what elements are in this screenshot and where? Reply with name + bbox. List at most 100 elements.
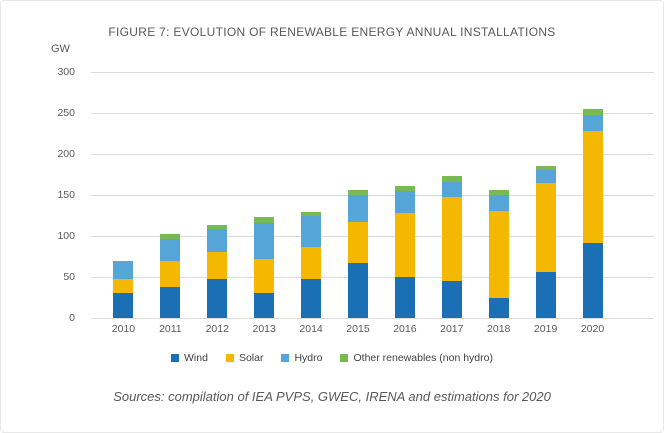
bar-2011[interactable]: [160, 234, 181, 318]
bar-segment-2015-other[interactable]: [347, 190, 368, 196]
legend-swatch-icon: [281, 354, 290, 362]
bar-2015[interactable]: [347, 190, 368, 318]
legend-label: Wind: [184, 352, 208, 364]
bar-segment-2020-hydro[interactable]: [582, 114, 603, 132]
x-tick-label-2013: 2013: [252, 323, 276, 335]
bar-segment-2019-hydro[interactable]: [535, 170, 556, 183]
bar-segment-2012-other[interactable]: [207, 224, 228, 229]
bar-segment-2017-solar[interactable]: [441, 196, 462, 282]
gridline-0: [91, 318, 654, 319]
x-axis: 2010 2011 2012 2013 2014 2015 2016 2017 2018 2019…: [100, 323, 616, 335]
y-tick-label: 200: [57, 148, 75, 160]
bar-segment-2015-hydro[interactable]: [347, 195, 368, 223]
gridline-200: [91, 154, 654, 155]
legend-label: Hydro: [294, 352, 323, 364]
bar-segment-2014-other[interactable]: [301, 212, 322, 217]
bar-segment-2011-wind[interactable]: [160, 286, 181, 318]
bar-segment-2018-solar[interactable]: [488, 211, 509, 298]
bar-segment-2017-wind[interactable]: [441, 281, 462, 318]
bar-segment-2018-hydro[interactable]: [488, 195, 509, 212]
bar-segment-2019-solar[interactable]: [535, 182, 556, 273]
x-tick-label-2020: 2020: [580, 323, 605, 335]
bar-segment-2014-hydro[interactable]: [301, 216, 322, 248]
bar-2020[interactable]: [582, 108, 603, 318]
bar-segment-2012-hydro[interactable]: [207, 228, 228, 252]
gridline-50: [91, 277, 654, 278]
bar-segment-2016-other[interactable]: [394, 186, 415, 191]
bar-segment-2015-wind[interactable]: [347, 263, 368, 318]
y-tick-label: 150: [57, 189, 75, 201]
bar-segment-2012-wind[interactable]: [207, 278, 228, 318]
y-axis: 0 50 100 150 200 250 300: [37, 66, 81, 324]
x-tick-label-2018: 2018: [487, 323, 511, 335]
y-axis-unit-label: GW: [51, 43, 70, 55]
legend-swatch-icon: [340, 354, 349, 362]
chart-title: FIGURE 7: EVOLUTION OF RENEWABLE ENERGY …: [108, 25, 556, 39]
legend-label: Solar: [238, 352, 264, 364]
bar-segment-2019-other[interactable]: [535, 165, 556, 171]
bar-segment-2016-wind[interactable]: [394, 277, 415, 318]
x-tick-label-2010: 2010: [111, 323, 136, 335]
bar-segment-2019-wind[interactable]: [535, 272, 556, 318]
legend-item-wind[interactable]: Wind: [171, 352, 208, 364]
bar-segment-2010-hydro[interactable]: [113, 260, 134, 280]
gridline-250: [91, 113, 654, 114]
bar-2019[interactable]: [535, 165, 556, 318]
legend-item-other[interactable]: Other renewables (non hydro): [340, 352, 493, 364]
y-tick-label: 250: [57, 107, 75, 119]
bar-segment-2017-hydro[interactable]: [441, 181, 462, 197]
bar-segment-2017-other[interactable]: [441, 176, 462, 182]
legend-item-hydro[interactable]: Hydro: [281, 352, 322, 364]
bar-segment-2013-other[interactable]: [254, 217, 275, 223]
y-tick-label: 0: [69, 312, 75, 324]
bar-2012[interactable]: [207, 224, 228, 318]
sources-note: Sources: compilation of IEA PVPS, GWEC, …: [113, 389, 551, 404]
bar-2018[interactable]: [488, 190, 509, 318]
bar-segment-2011-solar[interactable]: [160, 260, 181, 287]
x-tick-label-2012: 2012: [205, 323, 229, 335]
bar-groups: [100, 72, 616, 318]
x-tick-label-2017: 2017: [440, 323, 464, 335]
bar-2010[interactable]: [113, 260, 134, 318]
gridline-300: [91, 72, 654, 73]
bar-segment-2020-other[interactable]: [582, 108, 603, 115]
bar-segment-2015-solar[interactable]: [347, 222, 368, 264]
bar-2017[interactable]: [441, 176, 462, 318]
legend-label: Other renewables (non hydro): [353, 352, 493, 364]
x-tick-label-2016: 2016: [393, 323, 417, 335]
x-tick-label-2015: 2015: [346, 323, 370, 335]
legend-swatch-icon: [225, 354, 234, 362]
y-tick-label: 100: [57, 230, 75, 242]
bar-segment-2016-hydro[interactable]: [394, 190, 415, 214]
bar-2016[interactable]: [394, 186, 415, 318]
bar-segment-2018-wind[interactable]: [488, 297, 509, 318]
legend-swatch-icon: [171, 354, 180, 362]
legend-item-solar[interactable]: Solar: [225, 352, 264, 364]
gridline-150: [91, 195, 654, 196]
y-tick-label: 300: [57, 66, 75, 78]
bar-segment-2010-wind[interactable]: [113, 293, 134, 318]
bar-2013[interactable]: [254, 217, 275, 318]
x-tick-label-2019: 2019: [533, 323, 558, 335]
y-tick-label: 50: [63, 271, 75, 283]
bar-segment-2012-solar[interactable]: [207, 251, 228, 279]
gridline-100: [91, 236, 654, 237]
x-tick-label-2014: 2014: [299, 323, 323, 335]
bar-segment-2010-solar[interactable]: [113, 279, 134, 294]
bar-segment-2013-hydro[interactable]: [254, 222, 275, 259]
bar-segment-2020-wind[interactable]: [582, 243, 603, 318]
bar-segment-2013-solar[interactable]: [254, 258, 275, 293]
bar-segment-2016-solar[interactable]: [394, 213, 415, 277]
bar-segment-2018-other[interactable]: [488, 190, 509, 196]
plot-area: [91, 72, 654, 319]
legend: Wind Solar Hydro Other renewables (non hydr…: [1, 352, 663, 364]
bar-segment-2011-other[interactable]: [160, 234, 181, 240]
bar-segment-2014-solar[interactable]: [301, 247, 322, 279]
bar-segment-2020-solar[interactable]: [582, 131, 603, 244]
x-tick-label-2011: 2011: [159, 323, 182, 335]
bar-segment-2013-wind[interactable]: [254, 292, 275, 318]
bar-2014[interactable]: [301, 212, 322, 318]
bar-segment-2014-wind[interactable]: [301, 278, 322, 318]
bar-segment-2011-hydro[interactable]: [160, 239, 181, 261]
